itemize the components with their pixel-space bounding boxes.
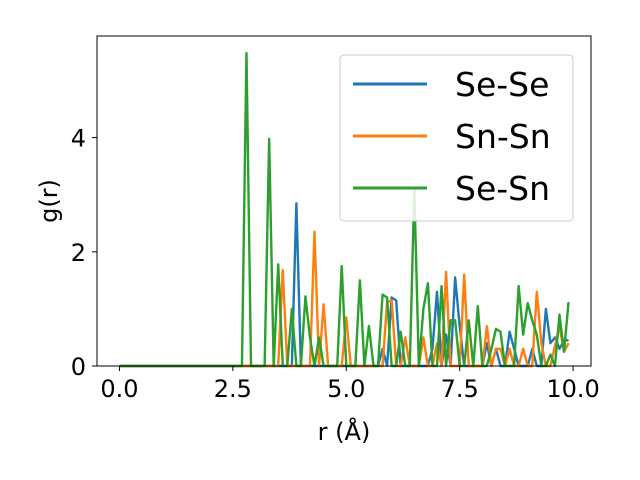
x-tick-label: 5.0 xyxy=(327,375,365,403)
x-tick-label: 7.5 xyxy=(441,375,479,403)
legend-label-sn-sn: Sn-Sn xyxy=(455,117,551,156)
y-tick-label: 2 xyxy=(71,239,86,267)
y-tick-label: 0 xyxy=(71,353,86,381)
x-axis-label: r (Å) xyxy=(318,417,371,446)
legend: Se-Se Sn-Sn Se-Sn xyxy=(339,54,574,222)
legend-box xyxy=(339,54,574,222)
x-tick-label: 0.0 xyxy=(100,375,138,403)
legend-label-se-sn: Se-Sn xyxy=(455,169,550,208)
x-tick-label: 2.5 xyxy=(214,375,252,403)
legend-label-se-se: Se-Se xyxy=(455,65,549,104)
ticks-layer: 0.0 2.5 5.0 7.5 10.0 0 2 4 xyxy=(71,125,600,403)
y-axis-label: g(r) xyxy=(35,179,63,223)
plot-frame xyxy=(96,35,592,367)
y-tick-label: 4 xyxy=(71,125,86,153)
x-tick-label: 10.0 xyxy=(546,375,599,403)
